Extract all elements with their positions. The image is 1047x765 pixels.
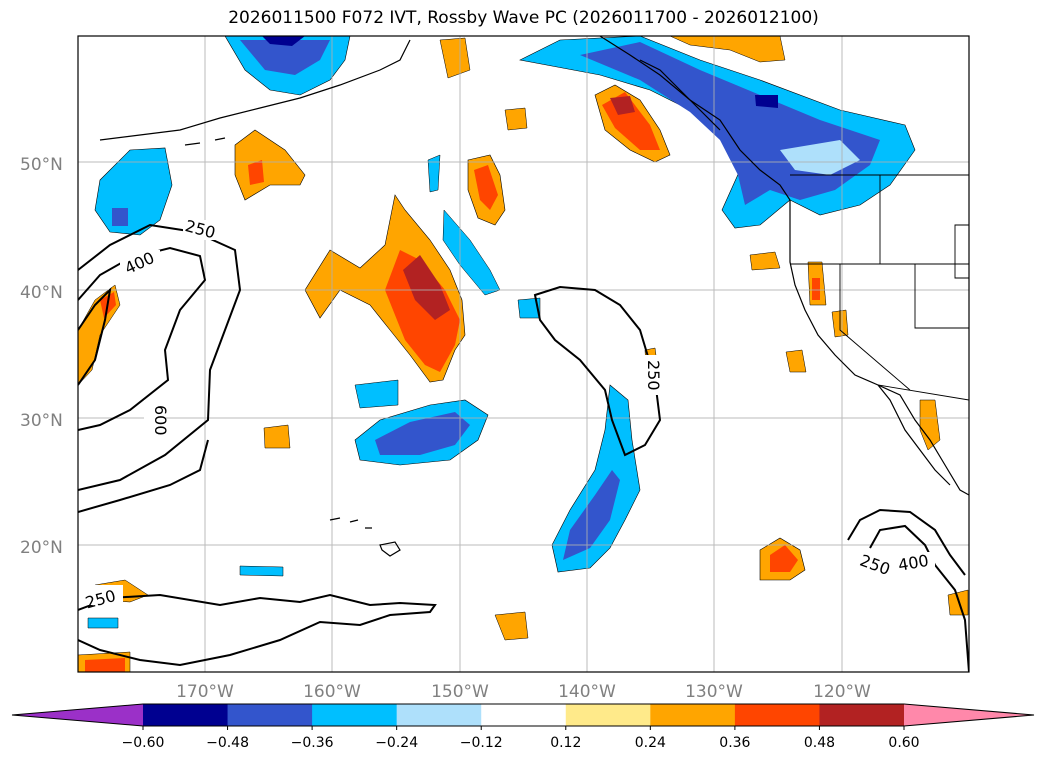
colorbar-segment <box>312 704 398 726</box>
colorbar-segment <box>819 704 905 726</box>
pos-anomaly-small-west <box>263 424 291 449</box>
baja-peninsula <box>877 384 951 486</box>
pos-anomaly-baja <box>919 399 941 451</box>
coastlines <box>99 36 969 557</box>
contour-label-250-central: 250 <box>644 360 663 391</box>
hawaii-islands <box>329 517 401 557</box>
colorbar-tick-label: 0.48 <box>804 735 835 751</box>
lon-label-170w: 170°W <box>176 682 234 702</box>
neg-anomaly-band-a <box>442 209 501 296</box>
pos-anomaly-top-left <box>439 37 471 79</box>
neg-anomaly-hawaii-south <box>239 565 284 577</box>
contour-400-se <box>847 508 966 576</box>
aleutian-islands <box>184 137 226 146</box>
colorbar-segment <box>143 704 229 726</box>
bc-islands <box>639 59 721 131</box>
colorbar-segment <box>650 704 736 726</box>
lon-label-160w: 160°W <box>303 682 361 702</box>
colorbar-segment <box>396 704 482 726</box>
neg-anomaly-gulf-alaska-core <box>240 40 330 75</box>
neg-anomaly-sw-corner <box>87 617 119 629</box>
colorbar-tick-label: −0.60 <box>122 735 165 751</box>
boundaries <box>790 174 969 401</box>
pos-anomaly-west-coast-1 <box>749 251 781 271</box>
contour-labels: 250 400 600 250 250 400 250 <box>83 216 935 612</box>
pos-anomaly-sw-bottom-red <box>85 658 125 672</box>
pos-anomaly-west-coast-4 <box>785 349 807 373</box>
colorbar-tick-label: 0.24 <box>635 735 666 751</box>
colorbar-tick-label: 0.60 <box>888 735 919 751</box>
colorbar-segment <box>227 704 313 726</box>
pos-anomaly-small-north <box>504 107 528 131</box>
colorbar-tick-label: −0.48 <box>206 735 249 751</box>
map-frame <box>77 35 970 673</box>
lon-label-120w: 120°W <box>813 682 871 702</box>
pos-anomaly-top-right <box>669 36 786 63</box>
colorbar-tick-label: −0.36 <box>291 735 334 751</box>
pos-anomaly-northwest-red <box>248 160 264 185</box>
lat-axis-labels: 50°N 40°N 30°N 20°N <box>20 155 63 558</box>
pos-anomaly-southeast-red <box>770 545 798 572</box>
neg-anomaly-pacific-nw-deep <box>755 95 778 108</box>
contour-lower-west <box>78 439 209 513</box>
map-panel: 250 400 600 250 250 400 250 <box>78 36 969 672</box>
colorbar-tick-label: −0.24 <box>375 735 418 751</box>
lon-label-130w: 130°W <box>685 682 743 702</box>
pos-anomaly-central-dark <box>403 255 450 320</box>
pos-anomaly-central-red <box>385 250 460 372</box>
neg-anomaly-subtropics-core <box>375 412 470 455</box>
colorbar: −0.60 −0.48 −0.36 −0.24 −0.12 0.12 0.24 0.36 0.4… <box>11 703 1035 751</box>
lat-label-50n: 50°N <box>20 155 63 175</box>
lat-label-30n: 30°N <box>20 411 63 431</box>
colorbar-segment <box>565 704 651 726</box>
contour-250-south <box>78 593 437 667</box>
contour-250-west <box>78 223 242 491</box>
us-mexico-border <box>877 384 969 401</box>
lat-label-40n: 40°N <box>20 283 63 303</box>
lon-label-150w: 150°W <box>431 682 489 702</box>
pos-anomaly-mid-north-red <box>474 165 498 210</box>
lon-axis-labels: 170°W 160°W 150°W 140°W 130°W 120°W <box>176 682 871 702</box>
state-lines <box>790 175 969 391</box>
se-alaska-coast <box>599 36 969 496</box>
lon-label-140w: 140°W <box>558 682 616 702</box>
neg-anomaly-band-b <box>427 154 441 193</box>
colorbar-segment <box>481 704 567 726</box>
ivt-anomaly-fills <box>78 36 969 672</box>
colorbar-extend-high <box>904 704 1034 726</box>
contour-250-central <box>533 285 662 457</box>
map-title: 2026011500 F072 IVT, Rossby Wave PC (202… <box>228 8 819 28</box>
pos-anomaly-gulf-dark <box>610 96 635 115</box>
neg-anomaly-south-central-core <box>563 470 620 560</box>
ivt-contours <box>78 223 969 672</box>
colorbar-segment <box>734 704 820 726</box>
colorbar-extend-low <box>12 704 143 726</box>
pos-anomaly-south-small <box>494 611 529 641</box>
contour-label-600-west: 600 <box>151 405 170 436</box>
colorbar-tick-label: −0.12 <box>460 735 503 751</box>
neg-anomaly-west-core <box>112 208 128 226</box>
neg-anomaly-pacific-nw-pale <box>780 140 860 175</box>
colorbar-tick-label: 0.12 <box>550 735 581 751</box>
colorbar-tick-label: 0.36 <box>719 735 750 751</box>
graticule <box>78 36 969 672</box>
alaska-peninsula-coast <box>99 39 411 141</box>
contour-600-west <box>78 287 112 386</box>
neg-anomaly-small-1 <box>354 379 399 409</box>
pos-anomaly-west-coast-2-red <box>812 278 820 300</box>
neg-anomaly-gulf-alaska-deep <box>262 36 305 46</box>
lat-label-20n: 20°N <box>20 538 63 558</box>
pos-anomaly-far-se <box>947 589 969 616</box>
